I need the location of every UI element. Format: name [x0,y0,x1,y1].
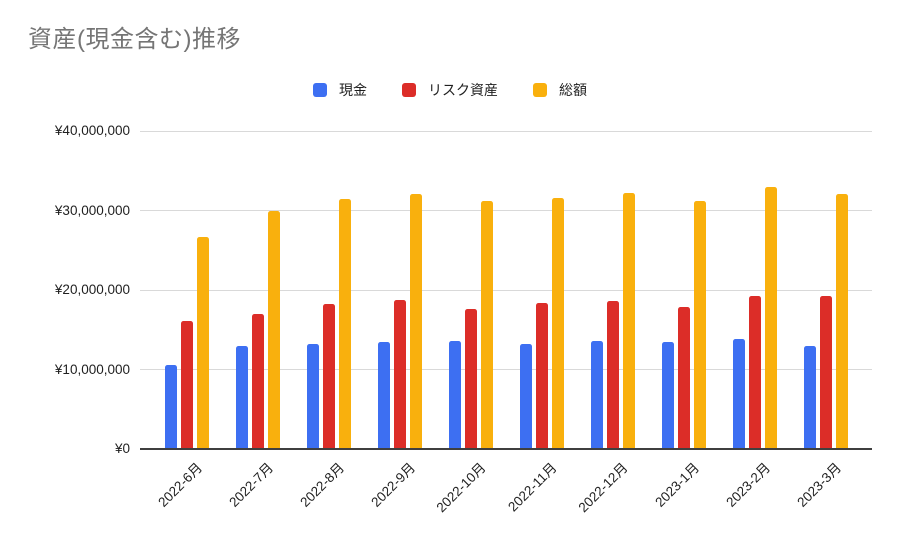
bar-total [196,236,209,449]
legend-swatch-cash [313,83,327,97]
legend-label: リスク資産 [428,82,498,98]
bar-cash [661,342,674,449]
gridline [140,210,872,211]
gridline [140,369,872,370]
y-axis-tick-label: ¥0 [114,441,130,456]
y-axis-tick-label: ¥30,000,000 [54,202,130,218]
x-axis-tick-label: 2022-9月 [368,460,419,510]
x-axis-tick-label: 2022-6月 [155,460,206,510]
bar-risk-assets [322,304,335,449]
bar-risk-assets [393,300,406,449]
bar-total [409,193,422,449]
bar-total [835,193,848,449]
bar-cash [590,340,603,449]
x-axis-tick-label: 2022-8月 [297,460,348,510]
legend-item-total: 総額 [533,80,587,100]
bar-total [764,186,777,449]
gridline [140,289,872,291]
y-axis-tick-label: ¥10,000,000 [54,361,130,377]
x-axis-tick-label: 2022-7月 [226,460,277,510]
bar-total [480,200,493,449]
bar-cash [448,340,461,449]
x-axis-tick-label: 2022-10月 [433,460,490,516]
legend-swatch-total [533,83,547,97]
legend-item-risk-assets: リスク資産 [402,80,498,100]
x-axis-line [140,448,872,450]
legend-swatch-risk-assets [402,83,416,97]
x-axis-tick-label: 2022-11月 [505,460,561,515]
bar-cash [164,364,177,449]
legend: 現金 リスク資産 総額 [0,80,900,100]
bar-total [693,200,706,449]
bar-risk-assets [748,296,761,449]
bar-cash [235,345,248,449]
bar-risk-assets [535,302,548,449]
bar-risk-assets [464,309,477,449]
bar-cash [732,339,745,449]
bar-risk-assets [677,307,690,449]
chart-title: 資産(現金含む)推移 [28,26,241,53]
bar-total [338,199,351,449]
bar-risk-assets [819,296,832,449]
bar-cash [377,342,390,449]
bar-total [551,197,564,449]
bar-risk-assets [606,301,619,449]
bar-total [622,193,635,449]
gridline [140,130,872,132]
bar-risk-assets [251,313,264,449]
legend-label: 総額 [559,82,587,98]
bar-risk-assets [180,321,193,449]
bar-cash [306,344,319,449]
legend-item-cash: 現金 [313,80,367,100]
y-axis-tick-label: ¥40,000,000 [54,123,130,138]
y-axis-tick-label: ¥20,000,000 [54,282,130,297]
bar-cash [519,344,532,449]
x-axis-tick-label: 2023-2月 [723,460,774,510]
bar-cash [803,346,816,449]
x-axis-tick-label: 2022-12月 [575,460,632,516]
x-axis-tick-label: 2023-1月 [652,460,703,510]
bar-total [267,210,280,449]
x-axis-tick-label: 2023-3月 [794,460,845,510]
legend-label: 現金 [339,82,367,98]
